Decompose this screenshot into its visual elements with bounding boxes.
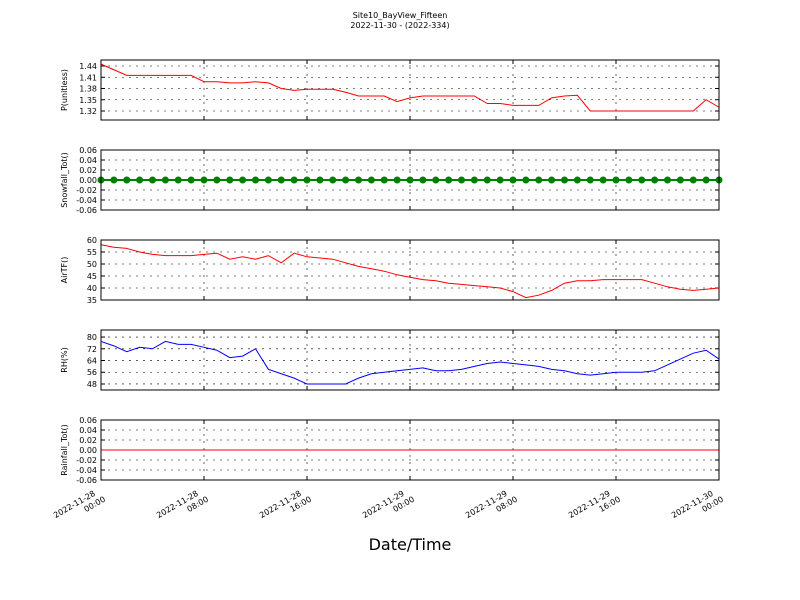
x-axis-label: Date/Time	[369, 535, 452, 554]
data-point	[676, 176, 684, 184]
y-tick-label: 50	[87, 260, 97, 269]
y-tick-label: 0.06	[79, 146, 97, 155]
data-point	[161, 176, 169, 184]
data-point	[522, 176, 530, 184]
y-tick-label: 0.04	[79, 156, 97, 165]
y-tick-label: 40	[87, 284, 97, 293]
chart-title: Site10_BayView_Fifteen	[353, 11, 448, 20]
y-axis-label: Snowfall_Tot()	[60, 152, 69, 208]
data-point	[535, 176, 543, 184]
data-point	[458, 176, 465, 184]
data-line	[100, 340, 720, 385]
y-tick-label: -0.04	[76, 466, 97, 475]
data-point	[239, 176, 247, 184]
data-point	[110, 176, 118, 184]
data-point	[651, 176, 659, 184]
data-point	[213, 176, 221, 184]
y-tick-label: -0.02	[76, 186, 97, 195]
data-point	[470, 176, 478, 184]
y-axis-label: P(unitless)	[60, 69, 69, 111]
data-point	[290, 176, 298, 184]
y-tick-label: 0.06	[79, 416, 97, 425]
data-point	[226, 176, 234, 184]
data-point	[586, 176, 594, 184]
data-point	[561, 176, 568, 184]
y-axis-label: AirTF()	[60, 257, 69, 284]
data-point	[252, 176, 259, 184]
data-point	[548, 176, 556, 184]
y-axis-label: RH(%)	[60, 347, 69, 372]
data-point	[419, 176, 427, 184]
data-point	[689, 176, 697, 184]
y-tick-label: 80	[87, 333, 97, 342]
y-tick-label: 0.00	[79, 176, 97, 185]
y-tick-label: 60	[87, 236, 97, 245]
data-point	[496, 176, 504, 184]
plot-frame	[100, 239, 720, 301]
data-point	[316, 176, 324, 184]
data-point	[612, 176, 620, 184]
data-point	[445, 176, 453, 184]
data-point	[509, 176, 517, 184]
y-tick-label: 72	[87, 345, 97, 354]
data-point	[393, 176, 401, 184]
data-point	[355, 176, 362, 184]
y-tick-label: 0.02	[79, 166, 97, 175]
data-point	[483, 176, 491, 184]
data-point	[367, 176, 375, 184]
data-point	[573, 176, 581, 184]
plot-frame	[100, 329, 720, 391]
y-tick-label: -0.02	[76, 456, 97, 465]
y-tick-label: -0.06	[76, 476, 97, 485]
data-point	[432, 176, 440, 184]
y-tick-label: 35	[87, 296, 97, 305]
y-tick-label: 45	[87, 272, 97, 281]
data-point	[702, 176, 710, 184]
y-tick-label: 1.32	[79, 107, 97, 116]
data-point	[599, 176, 607, 184]
y-tick-label: -0.04	[76, 196, 97, 205]
data-point	[123, 176, 131, 184]
data-point	[264, 176, 272, 184]
y-tick-label: 55	[87, 248, 97, 257]
data-point	[187, 176, 195, 184]
y-tick-label: 0.00	[79, 446, 97, 455]
data-point	[303, 176, 311, 184]
y-tick-label: 1.41	[79, 73, 97, 82]
data-point	[342, 176, 350, 184]
data-point	[200, 176, 208, 184]
data-line	[100, 244, 720, 299]
plot-frame	[100, 59, 720, 121]
plot-frame	[100, 419, 720, 481]
data-point	[380, 176, 388, 184]
y-tick-label: 1.38	[79, 85, 97, 94]
y-tick-label: 1.44	[79, 62, 97, 71]
y-tick-label: 0.04	[79, 426, 97, 435]
y-tick-label: 0.02	[79, 436, 97, 445]
data-point	[329, 176, 337, 184]
y-tick-label: 48	[87, 380, 97, 389]
y-tick-label: 56	[87, 368, 97, 377]
data-line	[100, 63, 720, 112]
data-point	[149, 176, 156, 184]
y-tick-label: 1.35	[79, 96, 97, 105]
plot-frame	[100, 149, 720, 211]
data-point	[625, 176, 633, 184]
data-point	[277, 176, 285, 184]
chart-subtitle: 2022-11-30 - (2022-334)	[350, 21, 449, 30]
data-point	[174, 176, 182, 184]
y-axis-label: Rainfall_Tot()	[60, 424, 69, 476]
y-tick-label: 64	[87, 357, 97, 366]
data-point	[136, 176, 144, 184]
data-point	[406, 176, 414, 184]
data-point	[664, 176, 671, 184]
data-point	[638, 176, 646, 184]
y-tick-label: -0.06	[76, 206, 97, 215]
